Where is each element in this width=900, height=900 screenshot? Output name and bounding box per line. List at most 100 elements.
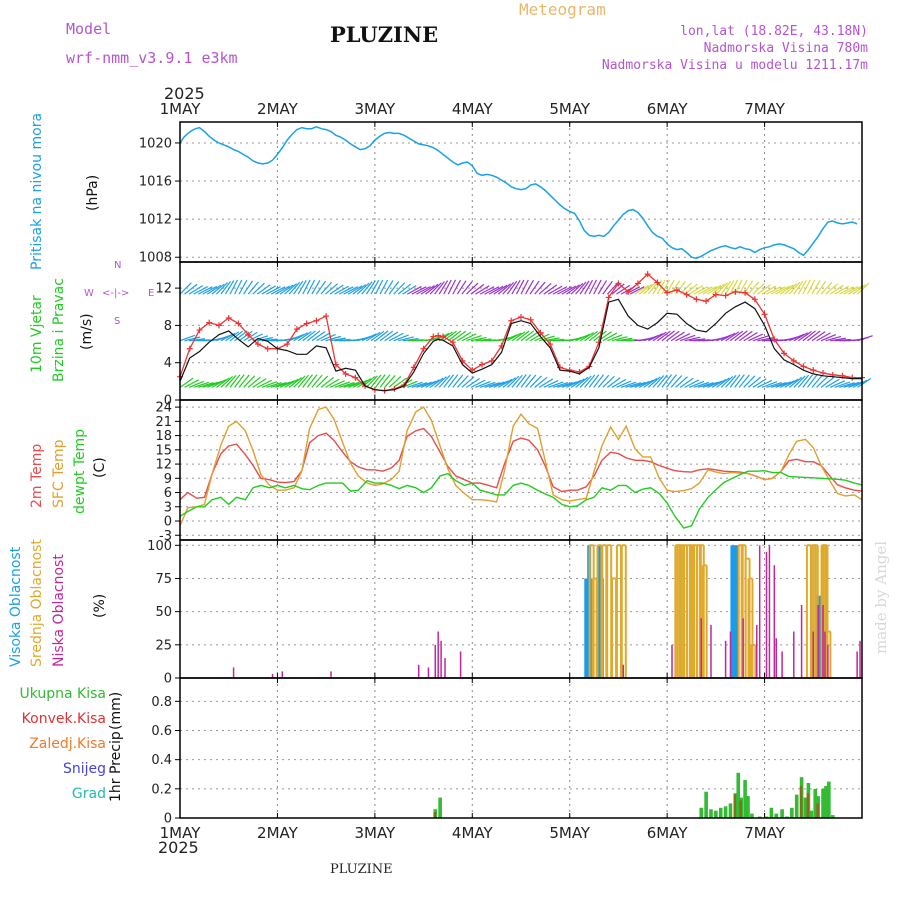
y-tick-label: 9 [164, 472, 172, 487]
time-label-top: 4MAY [452, 100, 494, 118]
wind-barb [506, 280, 518, 295]
wind-barb [761, 285, 777, 295]
wind-barb [479, 381, 496, 388]
y-tick-label: 0 [164, 394, 172, 409]
wind-barb [775, 381, 791, 388]
wind-gust-marker [703, 298, 710, 305]
legend-freezing-rain: Zaledj.Kisa [29, 736, 106, 752]
wind-barb [820, 334, 837, 342]
time-label-top: 5MAY [549, 100, 591, 118]
wind-barb [343, 286, 359, 295]
wind-barb [338, 286, 354, 295]
cloud-low-bar [859, 640, 861, 678]
wind-barb [788, 281, 801, 295]
wind-gust-marker [352, 374, 359, 381]
wind-barb [839, 382, 855, 388]
wind-barb [447, 330, 462, 342]
wind-barb [384, 374, 396, 388]
wind-barb [238, 330, 253, 342]
wind-barb [538, 283, 552, 295]
legend-snow: Snijeg [62, 761, 106, 777]
wind-barb [747, 281, 760, 295]
cloud-low-bar [437, 631, 439, 678]
wind-barb [520, 374, 532, 388]
cloud-mid-bar [698, 544, 705, 678]
wind-barb [725, 280, 735, 295]
wind-barb [743, 375, 756, 388]
wind-gust-marker [284, 341, 291, 348]
wind-gust-marker [196, 327, 203, 334]
precip-total-bar [769, 807, 774, 818]
wind-barb [729, 279, 739, 295]
wind-barb [807, 330, 821, 342]
wind-barb [311, 331, 326, 342]
wind-gust-marker [625, 288, 632, 295]
precip-total-bar [728, 803, 733, 818]
wind-barb [761, 381, 778, 388]
wind-barb [638, 283, 653, 295]
wind-barb [711, 379, 727, 388]
wind-barb [829, 284, 844, 295]
wind-barb [297, 374, 309, 388]
wind-barb [429, 282, 442, 295]
cloud-low-bar [756, 624, 758, 678]
wind-barb [370, 330, 385, 342]
year-label-top: 2025 [164, 84, 205, 103]
wind-barb [179, 334, 196, 342]
panel-frame [179, 677, 863, 819]
cloud-low-bar [232, 667, 235, 678]
wind-barb [616, 380, 632, 388]
wind-barb [293, 332, 308, 342]
cloud-low-bar [330, 671, 332, 678]
cloud-low-bar [856, 651, 858, 678]
wind-barb [374, 279, 384, 295]
y-tick-label: 12 [155, 282, 172, 297]
precip-total-bar [790, 807, 794, 818]
wind-barb [411, 286, 427, 295]
wind-barb [456, 375, 469, 388]
precip-total-bar [821, 788, 825, 818]
time-label-bottom: 7MAY [744, 824, 786, 842]
wind-gust-marker [245, 331, 252, 338]
precip-conv-bar [799, 785, 803, 818]
precip-total-bar [704, 791, 708, 818]
wind-barb [234, 279, 243, 295]
wind-barb [379, 374, 391, 388]
wind-barb [561, 381, 578, 388]
wind-barb [747, 376, 762, 388]
y-tick-label: 1012 [139, 213, 172, 228]
wind-barb [834, 381, 851, 388]
wind-gust-marker [235, 320, 242, 327]
wind-barb [843, 286, 859, 295]
wind-gust-marker [566, 367, 573, 374]
wind-barb [720, 375, 734, 388]
wind-barb [584, 374, 596, 388]
wind-barb [752, 378, 767, 388]
wind-barb [425, 379, 440, 388]
cloud-low-bar [281, 671, 284, 678]
wind-barb [611, 336, 628, 342]
wind-barb [529, 375, 542, 388]
y-tick-label: 8 [164, 319, 172, 334]
wind-gust-marker [303, 320, 310, 327]
wind-barb [806, 374, 818, 388]
wind-barb [857, 335, 873, 342]
wind-barb [393, 334, 409, 342]
wind-barb [679, 377, 694, 388]
y-tick-label: 1016 [139, 175, 172, 190]
wind-barb [329, 284, 344, 295]
wind-barb [402, 380, 418, 388]
wind-gust-marker [683, 291, 690, 298]
cloud-low-bar [729, 631, 732, 678]
wind-barb [843, 381, 860, 388]
wind-barb [575, 376, 589, 388]
precip-conv-bar [433, 812, 436, 818]
wind-barb [288, 376, 303, 388]
cloud-low-bar [781, 651, 783, 678]
wind-barb [511, 374, 523, 388]
time-label-top: 7MAY [744, 100, 786, 118]
wind-barb [543, 284, 558, 295]
wind-barb [184, 379, 199, 388]
wind-gust-marker [595, 339, 602, 346]
wind-barb [447, 374, 459, 388]
